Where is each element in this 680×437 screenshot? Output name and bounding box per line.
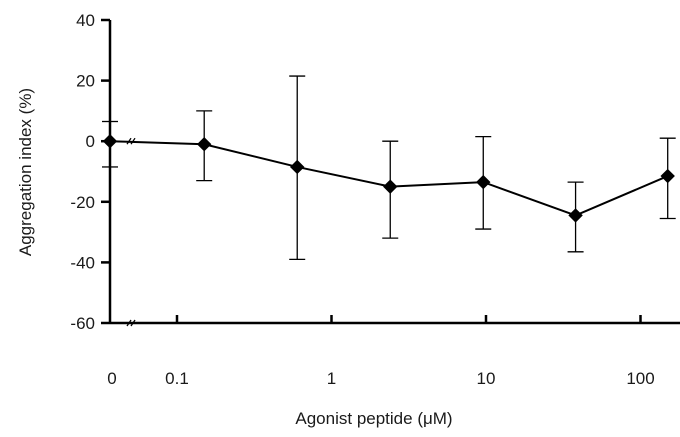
data-point [290, 159, 305, 175]
series-line [109, 140, 669, 217]
data-point [102, 133, 118, 149]
x-axis-title: Agonist peptide (μM) [295, 409, 452, 428]
series-line-group [109, 140, 669, 217]
x-tick-label: 10 [477, 369, 496, 388]
y-tick-label: 20 [76, 72, 95, 91]
y-tick-label: 40 [76, 11, 95, 30]
data-point [568, 208, 583, 223]
x-tick-label: 1 [327, 369, 336, 388]
x-tick-label: 100 [626, 369, 654, 388]
data-point [476, 174, 491, 190]
x-tick-label: 0.1 [165, 369, 189, 388]
axis-break-mark [126, 319, 136, 327]
data-point [196, 137, 212, 152]
data-points [102, 133, 675, 223]
y-tick-label: -40 [70, 253, 95, 272]
y-tick-label: -60 [70, 314, 95, 333]
y-tick-label: 0 [86, 132, 95, 151]
axes: 40 20 0 -20 -40 -60 0 0.1 1 10 100 [70, 11, 680, 388]
y-tick-label: -20 [70, 193, 95, 212]
x-tick-label: 0 [107, 369, 116, 388]
y-axis-title: Aggregation index (%) [16, 88, 35, 256]
data-point [660, 168, 675, 184]
error-bars [102, 75, 676, 261]
data-point [383, 179, 398, 194]
